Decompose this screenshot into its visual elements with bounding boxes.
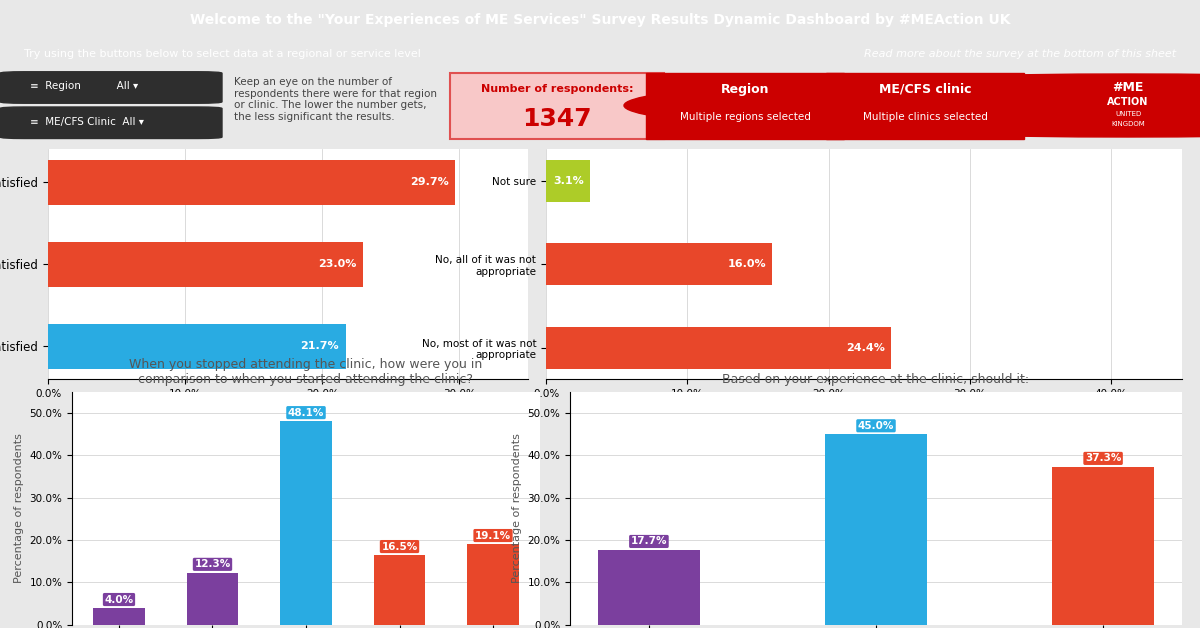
Text: 37.3%: 37.3% bbox=[1085, 453, 1121, 463]
Bar bbox=[546, 327, 890, 369]
FancyBboxPatch shape bbox=[646, 72, 844, 139]
Text: 45.0%: 45.0% bbox=[858, 421, 894, 431]
X-axis label: Percentage of respondents: Percentage of respondents bbox=[790, 404, 938, 414]
FancyBboxPatch shape bbox=[0, 107, 222, 139]
Text: 3.1%: 3.1% bbox=[553, 176, 584, 186]
Text: 16.0%: 16.0% bbox=[728, 259, 767, 269]
Bar bbox=[48, 242, 364, 287]
Text: Number of respondents:: Number of respondents: bbox=[480, 84, 634, 94]
FancyBboxPatch shape bbox=[826, 72, 1024, 139]
Text: 4.0%: 4.0% bbox=[104, 595, 133, 605]
Text: Region: Region bbox=[721, 82, 769, 95]
Text: Read more about the survey at the bottom of this sheet: Read more about the survey at the bottom… bbox=[864, 49, 1176, 59]
Circle shape bbox=[624, 74, 1200, 137]
Bar bbox=[48, 323, 346, 369]
Text: Keep an eye on the number of
respondents there were for that region
or clinic. T: Keep an eye on the number of respondents… bbox=[234, 77, 437, 122]
Text: Welcome to the "Your Experiences of ME Services" Survey Results Dynamic Dashboar: Welcome to the "Your Experiences of ME S… bbox=[190, 13, 1010, 27]
Text: 21.7%: 21.7% bbox=[300, 341, 338, 351]
Text: #ME: #ME bbox=[1112, 81, 1144, 94]
Text: 19.1%: 19.1% bbox=[475, 531, 511, 541]
Text: KINGDOM: KINGDOM bbox=[1111, 121, 1145, 126]
Text: Multiple regions selected: Multiple regions selected bbox=[679, 112, 811, 122]
FancyBboxPatch shape bbox=[0, 72, 222, 103]
Text: 17.7%: 17.7% bbox=[631, 536, 667, 546]
FancyBboxPatch shape bbox=[450, 72, 664, 139]
Text: ACTION: ACTION bbox=[1108, 97, 1148, 107]
Text: 16.5%: 16.5% bbox=[382, 541, 418, 551]
Y-axis label: Percentage of respondents: Percentage of respondents bbox=[512, 433, 522, 583]
Bar bbox=[598, 550, 700, 625]
Text: 48.1%: 48.1% bbox=[288, 408, 324, 418]
Bar bbox=[546, 243, 772, 285]
Text: ≡  Region           All ▾: ≡ Region All ▾ bbox=[30, 82, 138, 92]
Text: Try using the buttons below to select data at a regional or service level: Try using the buttons below to select da… bbox=[24, 49, 421, 59]
Bar bbox=[281, 421, 331, 625]
Title: When you stopped attending the clinic, how were you in
comparison to when you st: When you stopped attending the clinic, h… bbox=[130, 359, 482, 386]
Text: ME/CFS clinic: ME/CFS clinic bbox=[878, 82, 972, 95]
X-axis label: Percentage of respondents: Percentage of respondents bbox=[214, 404, 362, 414]
Title: Based on your experience at the clinic, should it:: Based on your experience at the clinic, … bbox=[722, 374, 1030, 386]
Text: 12.3%: 12.3% bbox=[194, 560, 230, 570]
Text: 23.0%: 23.0% bbox=[318, 259, 356, 269]
Text: ≡  ME/CFS Clinic  All ▾: ≡ ME/CFS Clinic All ▾ bbox=[30, 117, 144, 127]
Bar bbox=[546, 160, 590, 202]
Bar bbox=[373, 555, 425, 625]
Y-axis label: Percentage of respondents: Percentage of respondents bbox=[14, 433, 24, 583]
Text: UNITED: UNITED bbox=[1115, 112, 1141, 117]
Bar bbox=[467, 544, 518, 625]
Text: Multiple clinics selected: Multiple clinics selected bbox=[863, 112, 988, 122]
Bar bbox=[1052, 467, 1154, 625]
Text: 24.4%: 24.4% bbox=[846, 343, 886, 353]
Bar bbox=[94, 608, 145, 625]
Bar bbox=[824, 434, 928, 625]
Bar bbox=[48, 160, 455, 205]
Text: 29.7%: 29.7% bbox=[409, 177, 449, 187]
Bar bbox=[187, 573, 239, 625]
Text: 1347: 1347 bbox=[522, 107, 592, 131]
